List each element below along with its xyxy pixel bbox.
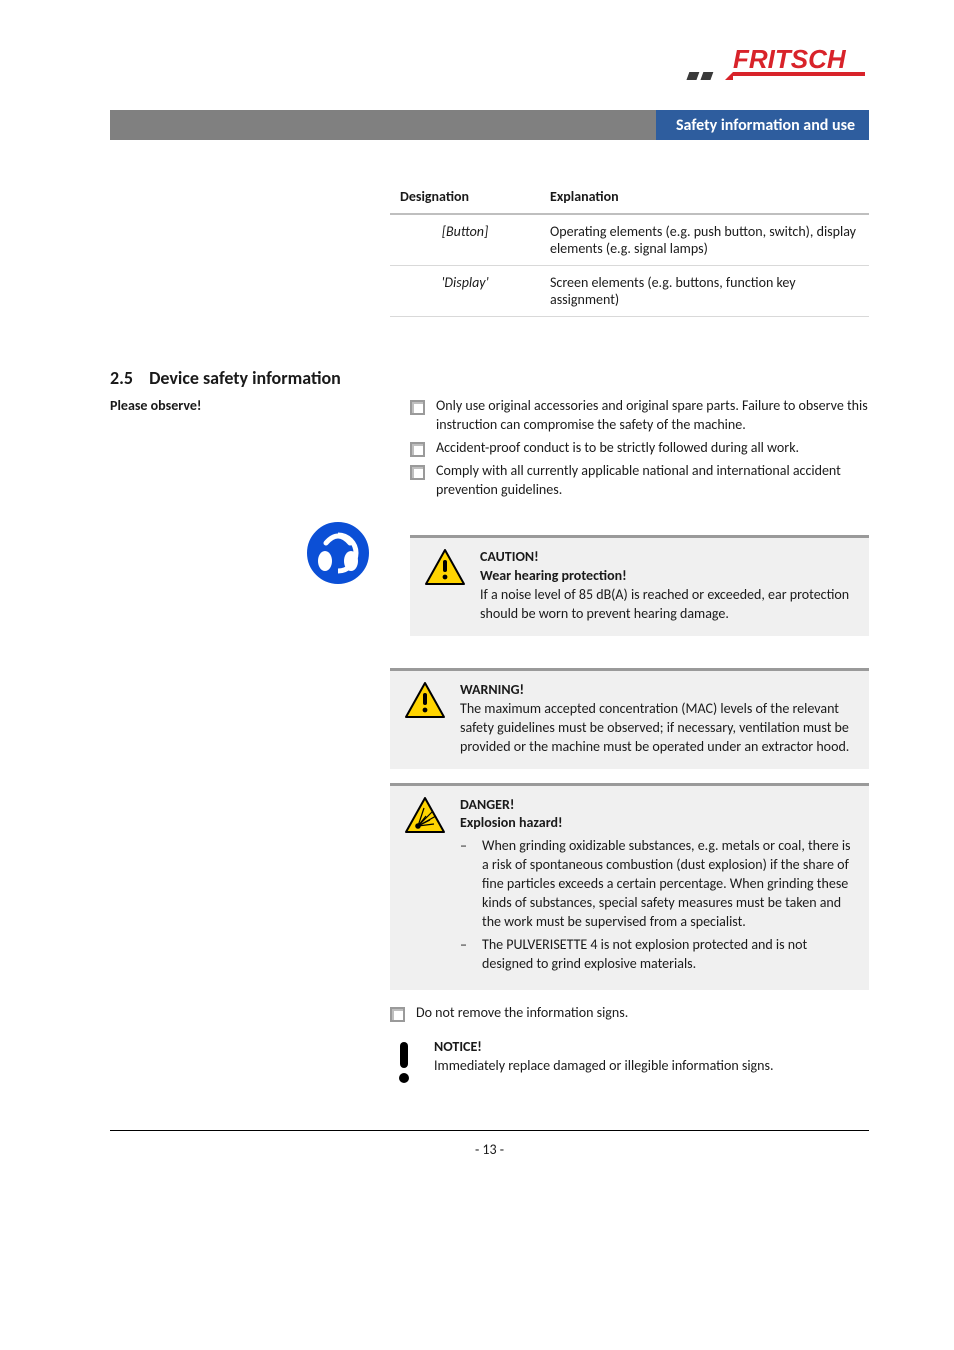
notice-exclamation-icon [390,1038,418,1090]
please-observe-label: Please observe! [110,397,201,414]
td-explanation: Screen elements (e.g. buttons, function … [540,266,869,317]
danger-list: When grinding oxidizable substances, e.g… [460,837,855,973]
banner-gray-bar [110,110,656,140]
page-banner: Safety information and use [110,110,869,140]
page: FRITSCH Safety information and use Desig… [0,0,954,1350]
warning-text: The maximum accepted concentration (MAC)… [460,700,855,757]
caution-triangle-icon [424,548,466,624]
section-number: 2.5 [110,367,133,389]
notice-title: NOTICE! [434,1038,869,1057]
observe-bullet-list: Only use original accessories and origin… [410,397,869,499]
fritsch-logo: FRITSCH [669,40,869,92]
danger-title: DANGER! [460,796,855,815]
section-title: Device safety information [149,367,341,389]
hearing-protection-icon [306,521,370,585]
explosion-triangle-icon [404,796,446,978]
warning-body: WARNING! The maximum accepted concentrat… [460,681,855,757]
td-designation: 'Display' [390,266,540,317]
caution-col: CAUTION! Wear hearing protection! If a n… [410,521,869,650]
observe-label-col: Please observe! [110,397,390,503]
caution-text: If a noise level of 85 dB(A) is reached … [480,586,855,624]
page-footer: - 13 - [110,1130,869,1158]
definitions-table-wrap: Designation Explanation [Button] Operati… [390,180,869,317]
caution-box: CAUTION! Wear hearing protection! If a n… [410,535,869,636]
notice-body: NOTICE! Immediately replace damaged or i… [434,1038,869,1090]
post-danger-bullet-wrap: Do not remove the information signs. [390,1004,869,1023]
caution-row: CAUTION! Wear hearing protection! If a n… [110,521,869,650]
list-item: Do not remove the information signs. [390,1004,869,1023]
list-item: Only use original accessories and origin… [410,397,869,435]
definitions-table: Designation Explanation [Button] Operati… [390,180,869,317]
warning-box: WARNING! The maximum accepted concentrat… [390,668,869,769]
danger-sub: Explosion hazard! [460,814,855,833]
th-explanation: Explanation [540,180,869,214]
ppe-icon-col [110,521,390,585]
list-item: The PULVERISETTE 4 is not explosion prot… [460,936,855,974]
warning-wrap: WARNING! The maximum accepted concentrat… [390,668,869,769]
list-item: Accident-proof conduct is to be strictly… [410,439,869,458]
danger-wrap: DANGER! Explosion hazard! When grinding … [390,783,869,990]
notice-wrap: NOTICE! Immediately replace damaged or i… [390,1038,869,1090]
post-danger-bullet-list: Do not remove the information signs. [390,1004,869,1023]
caution-body: CAUTION! Wear hearing protection! If a n… [480,548,855,624]
caution-sub: Wear hearing protection! [480,567,855,586]
td-designation: [Button] [390,214,540,266]
table-row: [Button] Operating elements (e.g. push b… [390,214,869,266]
td-explanation: Operating elements (e.g. push button, sw… [540,214,869,266]
danger-box: DANGER! Explosion hazard! When grinding … [390,783,869,990]
svg-text:FRITSCH: FRITSCH [733,44,847,74]
list-item: When grinding oxidizable substances, e.g… [460,837,855,931]
observe-bullets-col: Only use original accessories and origin… [410,397,869,503]
warning-triangle-icon [404,681,446,757]
table-row: 'Display' Screen elements (e.g. buttons,… [390,266,869,317]
notice-text: Immediately replace damaged or illegible… [434,1057,869,1076]
warning-title: WARNING! [460,681,855,700]
caution-title: CAUTION! [480,548,855,567]
th-designation: Designation [390,180,540,214]
notice-row: NOTICE! Immediately replace damaged or i… [390,1038,869,1090]
observe-row: Please observe! Only use original access… [110,397,869,503]
page-number: - 13 - [475,1141,504,1158]
danger-body: DANGER! Explosion hazard! When grinding … [460,796,855,978]
section-heading: 2.5 Device safety information [110,367,869,389]
list-item: Comply with all currently applicable nat… [410,462,869,500]
logo-area: FRITSCH [110,40,869,96]
banner-title: Safety information and use [656,110,869,140]
